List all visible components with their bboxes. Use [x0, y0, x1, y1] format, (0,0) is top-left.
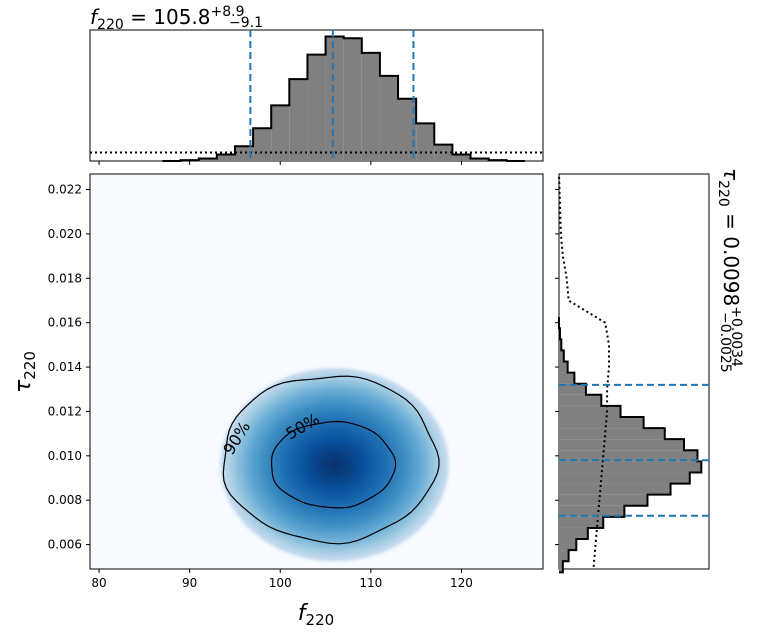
- y-tick-label: 0.006: [48, 538, 82, 552]
- top-hist-bar: [271, 105, 290, 161]
- x-tick-label: 90: [182, 576, 197, 590]
- top-marginal-panel: f220 = 105.8+8.9 −9.1: [89, 4, 544, 165]
- right-hist-bar: [559, 361, 568, 373]
- top-hist-bar: [289, 79, 308, 161]
- top-title-value: = 105.8: [124, 5, 211, 29]
- right-hist-bar: [559, 428, 665, 440]
- x-label-main: f: [298, 601, 309, 626]
- right-panel-ticks: [555, 189, 559, 546]
- right-hist-bar: [559, 461, 702, 473]
- right-hist-bar: [559, 394, 602, 406]
- y-tick-label: 0.014: [48, 360, 82, 374]
- right-hist-bar: [559, 494, 648, 506]
- x-tick-label: 80: [91, 576, 106, 590]
- right-title-sub: 220: [715, 180, 731, 207]
- top-hist-bar: [253, 128, 272, 161]
- right-hist-bar: [559, 450, 698, 462]
- y-axis-label: τ220: [11, 351, 39, 393]
- top-hist-bar: [325, 36, 344, 161]
- joint-y-ticks: 0.006 0.008 0.010 0.012 0.014 0.016 0.018 0.020…: [48, 183, 90, 552]
- right-hist-outline: [558, 317, 703, 574]
- right-hist-bar: [559, 483, 671, 495]
- x-tick-label: 120: [450, 576, 473, 590]
- y-tick-label: 0.010: [48, 449, 82, 463]
- right-hist-bar: [559, 505, 625, 517]
- x-tick-label: 100: [269, 576, 292, 590]
- top-hist-bar: [379, 75, 399, 161]
- y-tick-label: 0.008: [48, 493, 82, 507]
- top-title-main: f: [90, 5, 100, 29]
- y-tick-label: 0.020: [48, 227, 82, 241]
- top-hist-bar: [216, 154, 235, 161]
- y-tick-label: 0.012: [48, 404, 82, 418]
- top-hist-bar: [470, 158, 489, 161]
- x-tick-label: 110: [359, 576, 382, 590]
- top-hist-outline: [162, 35, 525, 162]
- right-hist-bar: [559, 527, 588, 540]
- density-heatmap: [216, 364, 453, 565]
- y-tick-label: 0.022: [48, 183, 82, 197]
- top-panel-title: f220 = 105.8+8.9: [90, 4, 245, 33]
- right-marginal-panel: τ220 = 0.0098+0.0034 −0.0025: [555, 168, 744, 574]
- top-hist-bar: [416, 123, 435, 161]
- right-hist-bar: [559, 550, 569, 562]
- right-hist-bar: [559, 416, 644, 429]
- top-hist-bar: [398, 98, 417, 161]
- right-hist-bar: [559, 372, 575, 384]
- joint-frame: [89, 173, 544, 570]
- top-hist-bar: [343, 38, 362, 161]
- right-hist-bar: [559, 383, 586, 395]
- right-title-sup: +0.0034: [728, 306, 744, 367]
- y-label-sub: 220: [21, 351, 39, 380]
- right-hist-bar: [559, 561, 563, 573]
- x-label-sub: 220: [306, 611, 335, 629]
- right-title-low: −0.0025: [717, 312, 733, 373]
- right-hist-bar: [559, 516, 604, 528]
- right-title-text: τ220 = 0.0098+0.0034: [715, 168, 744, 367]
- right-hist-bar: [559, 339, 562, 351]
- top-hist-bar: [361, 52, 380, 161]
- right-hist-bar: [559, 350, 564, 362]
- joint-panel: 90% 50% 80 90 100 110 120 0.0060.0080.0100.0…: [11, 173, 544, 629]
- top-panel-ticks: [98, 161, 462, 165]
- right-title-main: τ: [719, 168, 743, 181]
- right-panel-title: τ220 = 0.0098+0.0034 −0.0025: [715, 168, 744, 373]
- top-histogram: [90, 30, 543, 162]
- contour-90: [222, 375, 440, 545]
- top-hist-bar: [452, 154, 471, 161]
- y-tick-label: 0.018: [48, 271, 82, 285]
- right-hist-bar: [559, 472, 690, 484]
- top-hist-bar: [234, 146, 254, 161]
- top-title-low: −9.1: [229, 15, 263, 31]
- right-histogram: [558, 173, 709, 574]
- right-hist-bar: [559, 439, 684, 451]
- right-hist-bar: [559, 539, 577, 551]
- contour-50: [271, 420, 397, 509]
- top-title-sub: 220: [97, 17, 124, 33]
- y-tick-label: 0.016: [48, 316, 82, 330]
- top-hist-bar: [434, 144, 453, 161]
- right-hist-bar: [559, 405, 621, 417]
- top-hist-bar: [198, 158, 217, 161]
- y-label-main: τ: [11, 379, 36, 393]
- top-title-sup: +8.9: [211, 4, 245, 20]
- top-hist-bar: [307, 54, 326, 161]
- right-title-value: = 0.0098: [719, 207, 743, 306]
- joint-x-ticks: 80 90 100 110 120: [91, 569, 473, 590]
- x-axis-label: f220: [298, 601, 334, 629]
